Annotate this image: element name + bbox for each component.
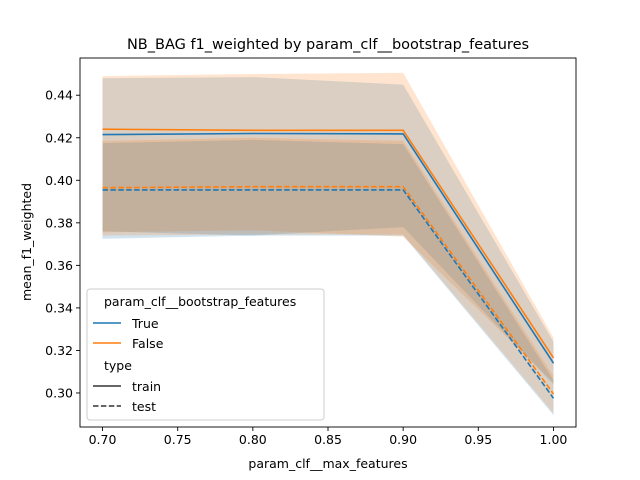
line-true-test <box>102 189 555 399</box>
y-tick-label: 0.44 <box>45 88 73 103</box>
chart-title: NB_BAG f1_weighted by param_clf__bootstr… <box>127 37 529 53</box>
x-tick-label: 1.00 <box>540 432 568 447</box>
x-tick-label: 0.95 <box>464 432 492 447</box>
line-true-train <box>102 132 555 364</box>
x-tick-label: 0.90 <box>389 432 417 447</box>
band-true-train <box>102 77 554 385</box>
legend-label-false: False <box>132 336 164 351</box>
legend: param_clf__bootstrap_features True False… <box>86 288 325 421</box>
legend-label-train: train <box>132 379 161 394</box>
x-tick-label: 0.75 <box>164 432 192 447</box>
y-tick-label: 0.34 <box>45 300 73 315</box>
series-lines <box>102 128 555 399</box>
y-tick-label: 0.42 <box>45 130 73 145</box>
legend-hue-title: param_clf__bootstrap_features <box>104 294 296 309</box>
band-false-test <box>102 137 554 414</box>
x-axis-label: param_clf__max_features <box>248 456 407 471</box>
legend-box <box>86 288 325 421</box>
y-tick-label: 0.30 <box>45 385 73 400</box>
y-tick-label: 0.38 <box>45 215 73 230</box>
line-false-test <box>102 185 555 395</box>
y-tick-label: 0.40 <box>45 173 73 188</box>
confidence-bands <box>102 72 554 416</box>
line-false-train <box>102 128 555 359</box>
legend-label-true: True <box>131 316 159 331</box>
y-axis-label: mean_f1_weighted <box>19 183 34 301</box>
band-false-train <box>102 72 554 383</box>
legend-style-title: type <box>104 358 132 373</box>
legend-label-test: test <box>132 399 156 414</box>
x-tick-label: 0.85 <box>314 432 342 447</box>
x-tick-label: 0.70 <box>89 432 117 447</box>
y-tick-label: 0.36 <box>45 258 73 273</box>
x-axis: 0.70 0.75 0.80 0.85 0.90 0.95 1.00 <box>89 427 568 447</box>
y-tick-label: 0.32 <box>45 343 73 358</box>
y-axis: 0.30 0.32 0.34 0.36 0.38 0.40 0.42 0.44 <box>45 88 80 400</box>
band-true-test <box>102 139 554 416</box>
x-tick-label: 0.80 <box>239 432 267 447</box>
